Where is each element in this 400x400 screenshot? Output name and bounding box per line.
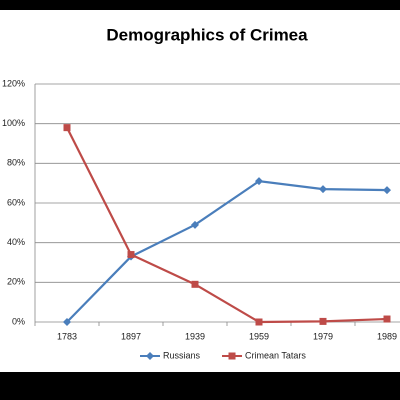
legend-marker	[146, 352, 154, 360]
data-point	[191, 280, 199, 288]
x-tick-label: 1959	[249, 331, 269, 341]
legend-label: Crimean Tatars	[245, 350, 306, 360]
x-tick-label: 1783	[57, 331, 77, 341]
y-tick-label: 120%	[2, 78, 25, 88]
data-point	[383, 186, 391, 195]
y-tick-label: 60%	[7, 197, 25, 207]
series-line	[66, 180, 388, 323]
y-tick-label: 40%	[7, 237, 25, 247]
y-tick-label: 20%	[7, 277, 25, 287]
data-point	[383, 315, 391, 323]
x-tick-label: 1989	[377, 331, 397, 341]
y-tick-label: 80%	[7, 158, 25, 168]
frame-band	[0, 0, 400, 10]
data-point	[255, 318, 263, 326]
data-point	[63, 318, 71, 326]
series-line	[66, 127, 388, 324]
y-tick-label: 100%	[2, 118, 25, 128]
data-point	[255, 177, 263, 186]
x-tick-label: 1979	[313, 331, 333, 341]
x-tick-label: 1897	[121, 331, 141, 341]
data-point	[127, 251, 135, 259]
data-point	[63, 124, 71, 132]
frame-band	[0, 372, 400, 400]
x-tick-label: 1939	[185, 331, 205, 341]
data-point	[319, 317, 327, 325]
data-point	[191, 220, 199, 229]
y-tick-label: 0%	[12, 316, 25, 326]
legend-marker	[228, 352, 236, 360]
data-point	[319, 185, 327, 194]
legend-label: Russians	[163, 350, 201, 360]
chart-title: Demographics of Crimea	[106, 25, 308, 44]
